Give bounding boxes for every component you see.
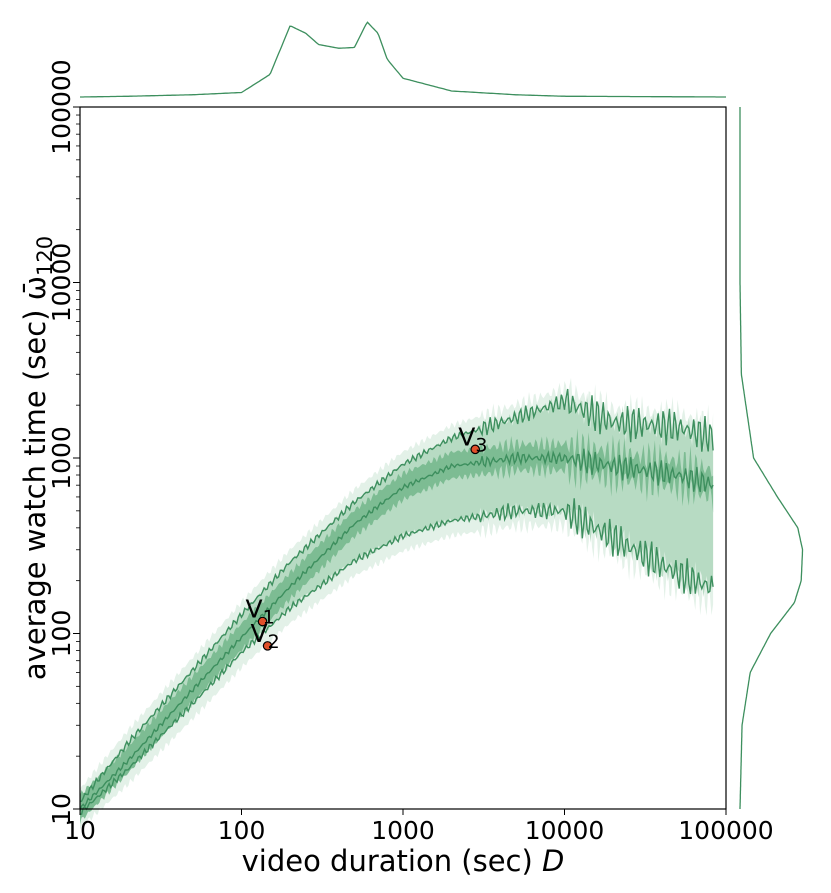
series-line-lower (79, 498, 714, 815)
marginal-y-curve (739, 107, 804, 809)
y-tick-label: 100000 (47, 59, 76, 154)
y-tick-label: 10 (47, 793, 76, 825)
series-line-median (79, 448, 714, 812)
x-axis-ticks: 10 100 1000 10000 100000 (64, 809, 774, 845)
y-axis-ticks: 10 100 1000 10000 100000 (47, 59, 80, 825)
marginal-y-density (739, 107, 804, 809)
annotated-point (262, 641, 273, 651)
x-tick-label: 100 (218, 816, 266, 845)
x-tick-label: 10 (64, 816, 96, 845)
band-inner (80, 428, 714, 825)
band-middle (80, 393, 714, 814)
point-label: V3 (458, 422, 487, 456)
x-axis-label: video duration (sec) D (242, 844, 565, 878)
series-lines (79, 388, 714, 815)
marginal-x-curve (80, 21, 726, 98)
y-axis-label: average watch time (sec) ω̄120 (18, 236, 57, 680)
marginal-x-density (80, 21, 726, 98)
x-tick-label: 100000 (678, 816, 773, 845)
y-tick-label: 1000 (47, 426, 76, 490)
y-tick-label: 10000 (47, 243, 76, 323)
point-label: V1 (246, 595, 275, 629)
series-line-upper (79, 388, 714, 803)
y-tick-label: 100 (47, 610, 76, 658)
point-label: V2 (251, 619, 280, 653)
annotated-point (470, 444, 481, 455)
annotated-point (257, 616, 268, 627)
x-tick-label: 1000 (371, 816, 435, 845)
percentile-bands (80, 377, 714, 830)
x-tick-label: 10000 (525, 816, 605, 845)
